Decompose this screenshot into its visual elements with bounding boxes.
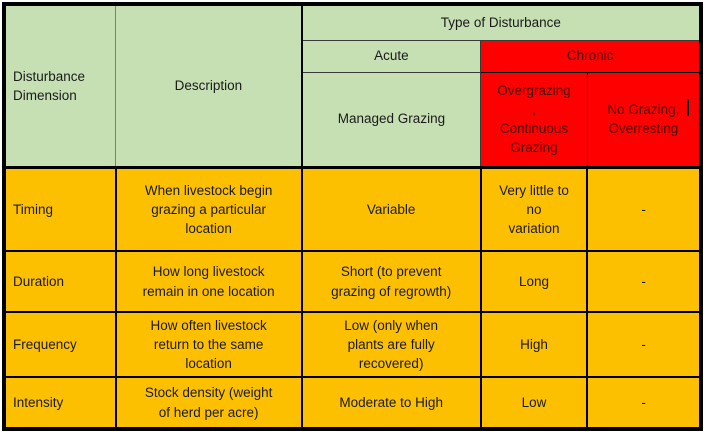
description-cell: How long livestock remain in one locatio…: [114, 250, 303, 313]
overgrazing-cell: Very little to no variation: [479, 165, 589, 252]
managed-grazing-cell: Variable: [300, 165, 482, 252]
dimension-cell: Frequency: [3, 311, 117, 378]
header-disturbance-dimension: Disturbance Dimension: [3, 3, 117, 168]
no-grazing-cell: -: [586, 250, 702, 313]
table-row-intensity: Intensity Stock density (weight of herd …: [3, 376, 702, 430]
header-description: Description: [115, 3, 303, 168]
header-chronic: Chronic: [480, 39, 702, 73]
dimension-cell: Duration: [3, 250, 117, 313]
overgrazing-cell: High: [479, 311, 589, 378]
header-managed-grazing: Managed Grazing: [300, 71, 482, 168]
managed-grazing-cell: Low (only when plants are fully recovere…: [300, 311, 482, 378]
overgrazing-cell: Long: [479, 250, 589, 313]
dimension-cell: Intensity: [3, 376, 117, 430]
header-no-grazing-overresting[interactable]: No Grazing, Overresting: [586, 71, 702, 168]
overgrazing-cell: Low: [479, 376, 589, 430]
no-grazing-cell: -: [586, 311, 702, 378]
dimension-cell: Timing: [3, 165, 117, 252]
table-row-timing: Timing When livestock begin grazing a pa…: [3, 165, 702, 252]
description-cell: Stock density (weight of herd per acre): [114, 376, 303, 430]
table-row-duration: Duration How long livestock remain in on…: [3, 250, 702, 313]
header-overgrazing-continuous-grazing: Overgrazing , Continuous Grazing: [480, 71, 588, 168]
table-row-frequency: Frequency How often livestock return to …: [3, 311, 702, 378]
header-acute: Acute: [300, 39, 482, 73]
no-grazing-cell: -: [586, 376, 702, 430]
text-cursor: [687, 98, 689, 116]
description-cell: When livestock begin grazing a particula…: [114, 165, 303, 252]
managed-grazing-cell: Short (to prevent grazing of regrowth): [300, 250, 482, 313]
disturbance-table: Disturbance Dimension Description Type o…: [2, 2, 703, 431]
no-grazing-cell: -: [586, 165, 702, 252]
managed-grazing-cell: Moderate to High: [300, 376, 482, 430]
header-type-of-disturbance: Type of Disturbance: [300, 3, 702, 41]
header-no-grazing-text: No Grazing, Overresting: [607, 101, 680, 136]
description-cell: How often livestock return to the same l…: [114, 311, 303, 378]
